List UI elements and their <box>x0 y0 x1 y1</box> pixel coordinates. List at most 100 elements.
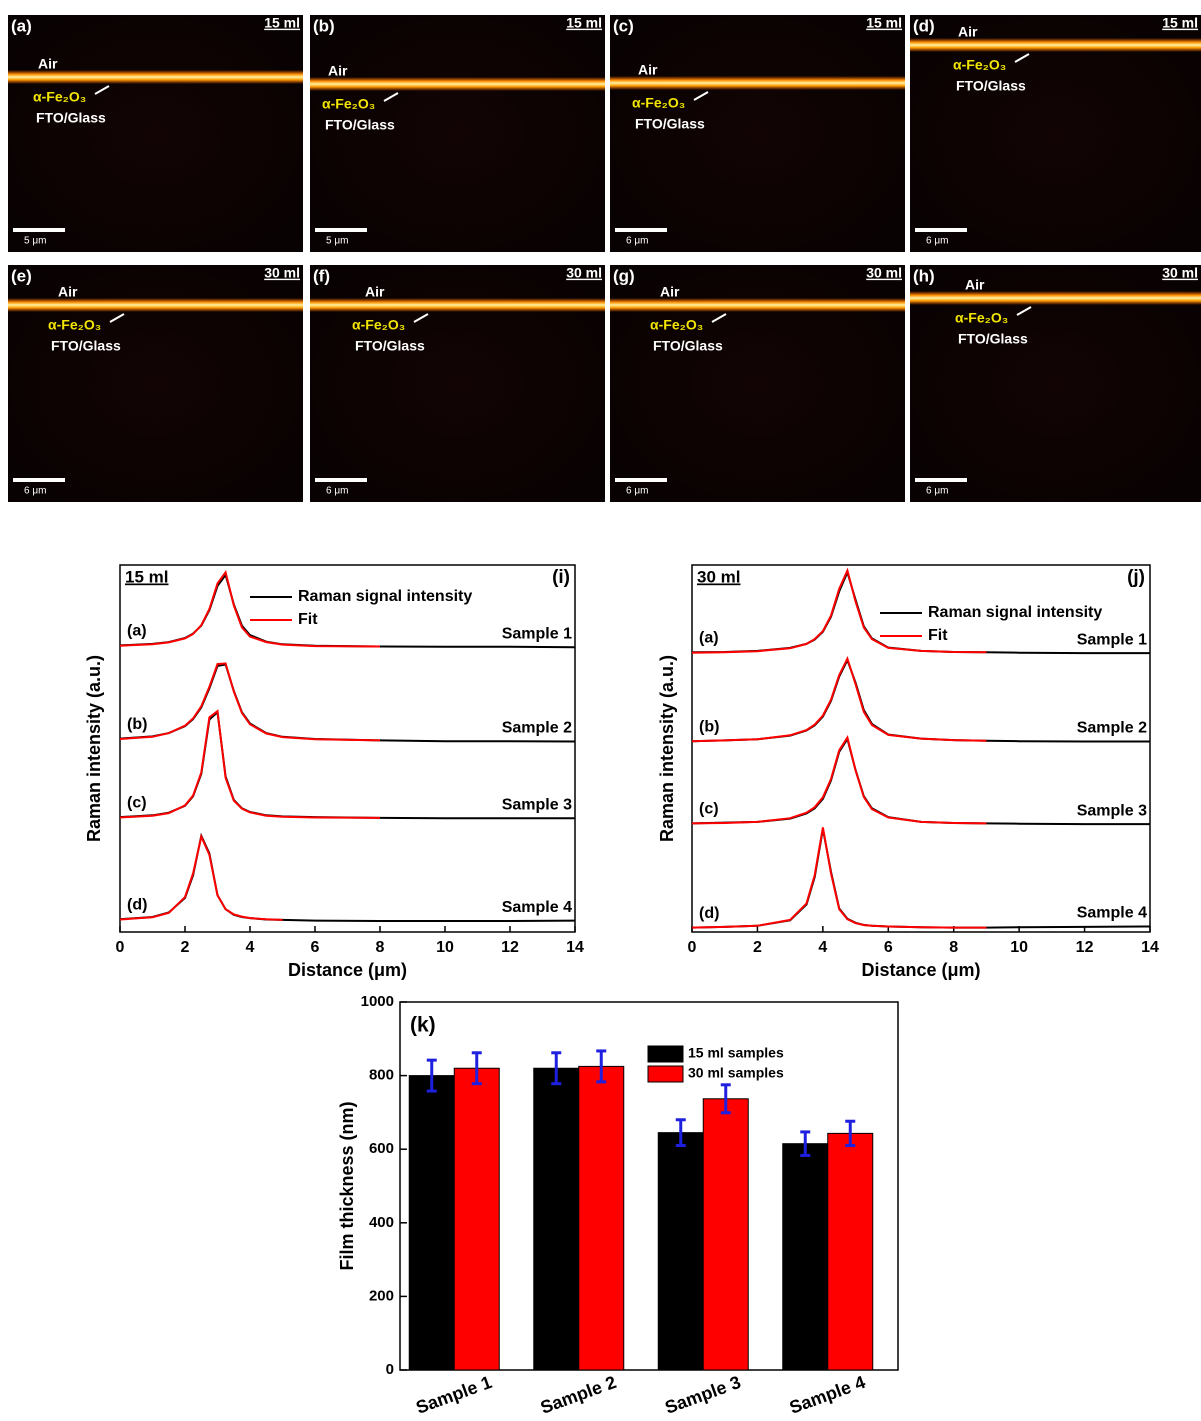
film-label: α-Fe₂O₃ <box>955 310 1008 326</box>
curve-label: (c) <box>699 801 719 818</box>
error-bar <box>551 1051 562 1086</box>
error-bar <box>845 1119 856 1148</box>
air-label: Air <box>958 24 978 40</box>
panel-label: (c) <box>613 16 634 35</box>
film-arrow <box>711 313 727 323</box>
error-bar <box>800 1130 811 1157</box>
curve-label: (a) <box>699 630 719 647</box>
legend-label: Raman signal intensity <box>928 604 1102 621</box>
y-tick-label: 0 <box>386 1361 394 1378</box>
legend-label: 30 ml samples <box>688 1065 784 1081</box>
curve-label: (d) <box>127 896 147 913</box>
error-bar <box>426 1058 437 1093</box>
panel-background <box>8 15 303 252</box>
film-signal <box>610 298 905 312</box>
film-arrow <box>94 85 110 95</box>
volume-label: 15 ml <box>264 15 300 31</box>
air-label: Air <box>365 284 385 300</box>
sample-label: Sample 3 <box>1077 802 1147 819</box>
y-tick-label: 200 <box>369 1287 394 1304</box>
x-tick-label: 2 <box>181 939 190 956</box>
y-axis-label: Raman intensity (a.u.) <box>84 655 104 842</box>
scale-bar-label: 6 μm <box>926 486 948 497</box>
air-label: Air <box>38 56 58 72</box>
scale-bar-label: 6 μm <box>626 236 648 247</box>
x-axis-label: Distance (μm) <box>288 960 407 980</box>
scale-bar <box>315 228 367 232</box>
image-panel: (h) 30 ml Air α-Fe₂O₃ FTO/Glass 6 μm <box>910 265 1201 502</box>
substrate-label: FTO/Glass <box>51 338 121 354</box>
air-label: Air <box>660 284 680 300</box>
image-panel: (a) 15 ml Air α-Fe₂O₃ FTO/Glass 5 μm <box>8 15 303 252</box>
legend-label: Fit <box>298 611 318 628</box>
curve <box>119 833 283 921</box>
plot-frame <box>119 564 576 933</box>
scale-bar-label: 6 μm <box>24 486 46 497</box>
substrate-label: FTO/Glass <box>36 110 106 126</box>
x-tick-label: 14 <box>1141 939 1159 956</box>
image-panel: (d) 15 ml Air α-Fe₂O₃ FTO/Glass 6 μm <box>910 15 1201 252</box>
sample-label: Sample 3 <box>502 796 572 813</box>
plot-frame <box>691 564 1151 933</box>
panel-label: (d) <box>913 16 935 35</box>
x-tick-label: 0 <box>116 939 125 956</box>
panel-label: (g) <box>613 266 635 285</box>
volume-label: 30 ml <box>1162 265 1198 281</box>
scale-bar <box>13 478 65 482</box>
panel-label: (k) <box>410 1014 436 1037</box>
volume-label: 15 ml <box>566 15 602 31</box>
air-label: Air <box>638 62 658 78</box>
y-tick-label: 800 <box>369 1067 394 1084</box>
film-arrow <box>1016 306 1032 316</box>
y-tick-label: 600 <box>369 1140 394 1157</box>
film-signal <box>310 77 605 91</box>
x-tick-label: 8 <box>376 939 385 956</box>
sample-label: Sample 4 <box>1077 905 1147 922</box>
x-tick-label: 14 <box>566 939 584 956</box>
substrate-label: FTO/Glass <box>355 338 425 354</box>
panel-background <box>910 15 1201 252</box>
scale-bar <box>915 478 967 482</box>
x-tick-label: 6 <box>884 939 893 956</box>
substrate-label: FTO/Glass <box>325 117 395 133</box>
sample-label: Sample 1 <box>502 625 572 642</box>
panel-label: (b) <box>313 16 335 35</box>
image-panel: (f) 30 ml Air α-Fe₂O₃ FTO/Glass 6 μm <box>310 265 605 502</box>
film-label: α-Fe₂O₃ <box>322 96 375 112</box>
scale-bar <box>315 478 367 482</box>
x-tick-label: Sample 4 <box>787 1372 868 1418</box>
panel-label: (a) <box>11 16 32 35</box>
x-tick-label: 4 <box>818 939 827 956</box>
bar <box>408 1075 455 1371</box>
scale-bar-label: 6 μm <box>926 236 948 247</box>
x-tick-label: 0 <box>688 939 697 956</box>
curve-label: (b) <box>127 716 147 733</box>
curve <box>119 709 381 819</box>
curve <box>691 655 987 743</box>
scale-bar <box>915 228 967 232</box>
curve-label: (c) <box>127 794 147 811</box>
scale-bar-label: 6 μm <box>326 486 348 497</box>
image-panel: (c) 15 ml Air α-Fe₂O₃ FTO/Glass 6 μm <box>610 15 905 252</box>
panel-label: (f) <box>313 266 330 285</box>
x-tick-label: Sample 2 <box>538 1372 619 1418</box>
sample-label: Sample 4 <box>502 899 572 916</box>
film-label: α-Fe₂O₃ <box>650 317 703 333</box>
film-label: α-Fe₂O₃ <box>953 57 1006 73</box>
scale-bar <box>615 478 667 482</box>
sample-label: Sample 2 <box>1077 720 1147 737</box>
film-arrow <box>413 313 429 323</box>
bar <box>782 1143 829 1371</box>
x-tick-label: 10 <box>1010 939 1028 956</box>
curve <box>691 827 987 929</box>
bar <box>453 1067 500 1371</box>
x-tick-label: 12 <box>1076 939 1094 956</box>
bar <box>578 1065 625 1371</box>
curve <box>119 569 381 648</box>
condition-label: 15 ml <box>125 567 168 586</box>
bar <box>533 1067 580 1371</box>
film-signal <box>8 70 303 84</box>
film-label: α-Fe₂O₃ <box>33 89 86 105</box>
